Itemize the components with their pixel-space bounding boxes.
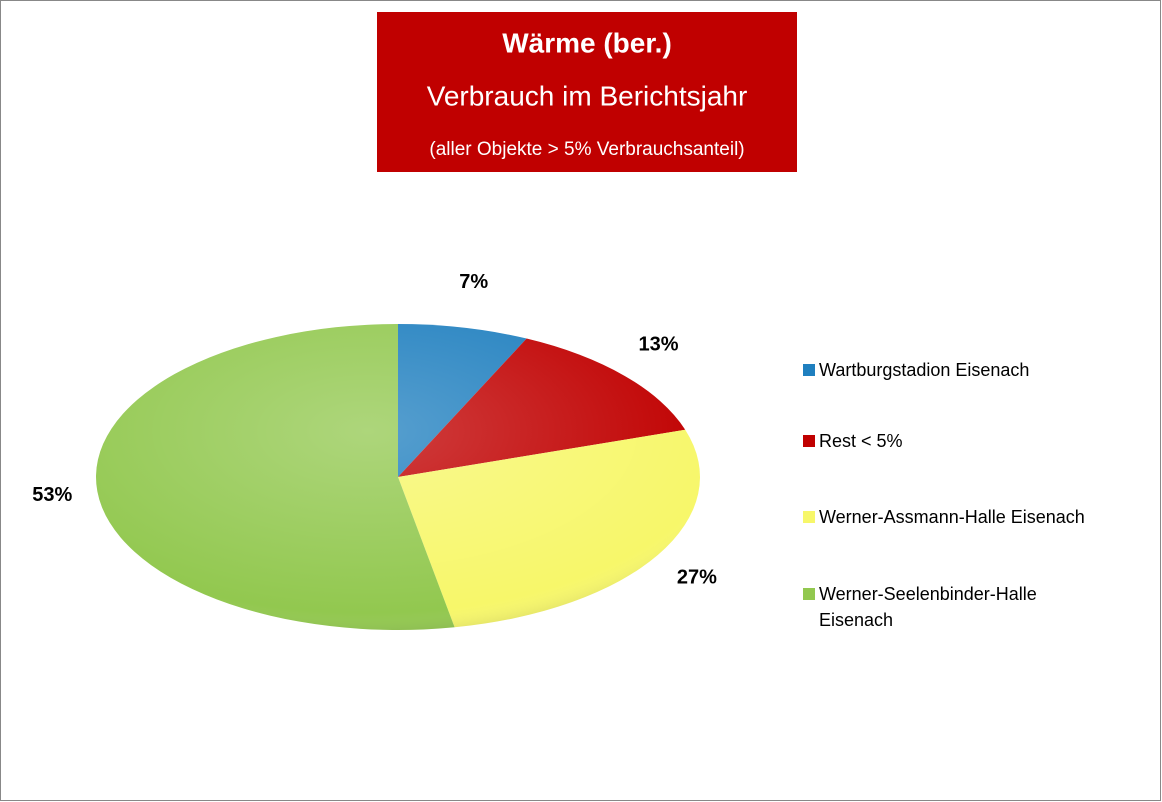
title-box (377, 12, 797, 172)
chart-note: (aller Objekte > 5% Verbrauchsanteil) (429, 139, 744, 160)
legend-item: Werner-Seelenbinder-Halle Eisenach (803, 581, 1103, 633)
legend-item: Rest < 5% (803, 428, 1103, 454)
legend-label: Rest < 5% (819, 431, 903, 451)
legend-item: Werner-Assmann-Halle Eisenach (803, 504, 1103, 530)
data-label: 53% (32, 484, 72, 506)
legend-label: Wartburgstadion Eisenach (819, 360, 1030, 380)
pie: 7% 13% 27% 53% (32, 271, 717, 630)
legend-swatch (803, 588, 815, 600)
legend-swatch (803, 364, 815, 376)
chart-title: Wärme (ber.) (502, 27, 672, 58)
data-label: 13% (638, 334, 678, 356)
legend-swatch (803, 511, 815, 523)
legend-label: Werner-Seelenbinder-Halle Eisenach (819, 584, 1037, 630)
legend-label: Werner-Assmann-Halle Eisenach (819, 507, 1085, 527)
data-label: 27% (677, 567, 717, 589)
legend-swatch (803, 435, 815, 447)
legend-item: Wartburgstadion Eisenach (803, 357, 1103, 383)
data-label: 7% (459, 271, 488, 293)
chart-subtitle: Verbrauch im Berichtsjahr (427, 80, 748, 111)
pie-shading (96, 324, 700, 630)
